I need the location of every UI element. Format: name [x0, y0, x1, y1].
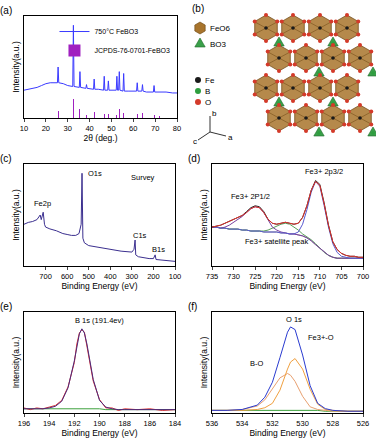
svg-text:30: 30 [64, 124, 72, 133]
svg-text:O 1s: O 1s [286, 315, 302, 324]
svg-text:720: 720 [270, 272, 283, 281]
svg-text:80: 80 [173, 124, 181, 133]
svg-text:530: 530 [296, 419, 309, 428]
svg-text:(b): (b) [192, 3, 204, 14]
svg-text:100: 100 [169, 272, 182, 281]
svg-text:Fe3+ satellite peak: Fe3+ satellite peak [245, 237, 308, 246]
svg-text:194: 194 [43, 419, 56, 428]
svg-text:FeO6: FeO6 [210, 24, 231, 33]
svg-text:400: 400 [104, 272, 117, 281]
svg-text:600: 600 [61, 272, 74, 281]
svg-text:192: 192 [68, 419, 81, 428]
svg-text:Binding Energy (eV): Binding Energy (eV) [249, 428, 325, 438]
svg-text:Binding Energy (eV): Binding Energy (eV) [61, 281, 137, 291]
svg-text:B 1s (191.4ev): B 1s (191.4ev) [75, 316, 124, 325]
svg-text:Fe2p: Fe2p [34, 199, 51, 208]
svg-text:Binding Energy (eV): Binding Energy (eV) [61, 428, 137, 438]
svg-text:Intensity(a.u.): Intensity(a.u.) [199, 189, 209, 241]
svg-text:20: 20 [42, 124, 50, 133]
svg-text:715: 715 [292, 272, 305, 281]
svg-text:Survey: Survey [131, 173, 155, 182]
svg-text:300: 300 [126, 272, 139, 281]
svg-text:700: 700 [357, 272, 370, 281]
svg-text:Fe3+ 2p3/2: Fe3+ 2p3/2 [305, 167, 343, 176]
svg-text:(a): (a) [0, 5, 12, 16]
svg-text:Binding Energy (eV): Binding Energy (eV) [249, 281, 325, 291]
svg-text:200: 200 [147, 272, 160, 281]
svg-text:Intensity(a.u.): Intensity(a.u.) [11, 189, 21, 241]
svg-text:(d): (d) [188, 153, 200, 164]
svg-text:500: 500 [82, 272, 95, 281]
svg-text:C1s: C1s [133, 231, 147, 240]
svg-text:40: 40 [85, 124, 93, 133]
svg-text:536: 536 [206, 419, 219, 428]
svg-text:60: 60 [129, 124, 137, 133]
svg-text:735: 735 [206, 272, 219, 281]
svg-text:Fe: Fe [205, 76, 215, 85]
svg-text:B-O: B-O [250, 359, 264, 368]
svg-text:190: 190 [93, 419, 106, 428]
svg-text:730: 730 [227, 272, 240, 281]
svg-text:700: 700 [39, 272, 52, 281]
svg-text:(c): (c) [0, 153, 12, 164]
svg-text:O1s: O1s [88, 169, 102, 178]
svg-text:184: 184 [169, 419, 182, 428]
svg-text:188: 188 [118, 419, 131, 428]
svg-text:B: B [205, 87, 210, 96]
svg-text:526: 526 [357, 419, 370, 428]
svg-text:Intensity(a.u.): Intensity(a.u.) [11, 337, 21, 389]
svg-text:B1s: B1s [152, 245, 165, 254]
svg-text:O: O [205, 98, 211, 107]
svg-text:528: 528 [327, 419, 340, 428]
svg-text:534: 534 [236, 419, 249, 428]
svg-text:2θ (deg.): 2θ (deg.) [83, 133, 117, 143]
svg-text:750°C FeBO3: 750°C FeBO3 [94, 28, 138, 35]
svg-text:JCPDS-76-0701-FeBO3: JCPDS-76-0701-FeBO3 [94, 47, 170, 54]
svg-text:BO3: BO3 [210, 40, 227, 49]
svg-text:10: 10 [20, 124, 28, 133]
svg-text:Intensity(a.u.): Intensity(a.u.) [199, 337, 209, 389]
svg-text:186: 186 [144, 419, 157, 428]
svg-text:b: b [212, 109, 217, 118]
svg-text:Fe3+-O: Fe3+-O [308, 333, 334, 342]
svg-text:196: 196 [18, 419, 31, 428]
svg-text:50: 50 [107, 124, 115, 133]
svg-text:725: 725 [249, 272, 262, 281]
svg-text:(e): (e) [0, 301, 12, 312]
svg-text:(f): (f) [188, 301, 197, 312]
svg-text:Fe3+ 2P1/2: Fe3+ 2P1/2 [231, 192, 270, 201]
svg-text:a: a [228, 133, 233, 142]
svg-text:c: c [193, 137, 197, 146]
svg-text:Intensity(a.u.): Intensity(a.u.) [11, 41, 21, 93]
svg-text:710: 710 [314, 272, 327, 281]
svg-text:532: 532 [266, 419, 279, 428]
svg-text:70: 70 [151, 124, 159, 133]
svg-text:705: 705 [335, 272, 348, 281]
